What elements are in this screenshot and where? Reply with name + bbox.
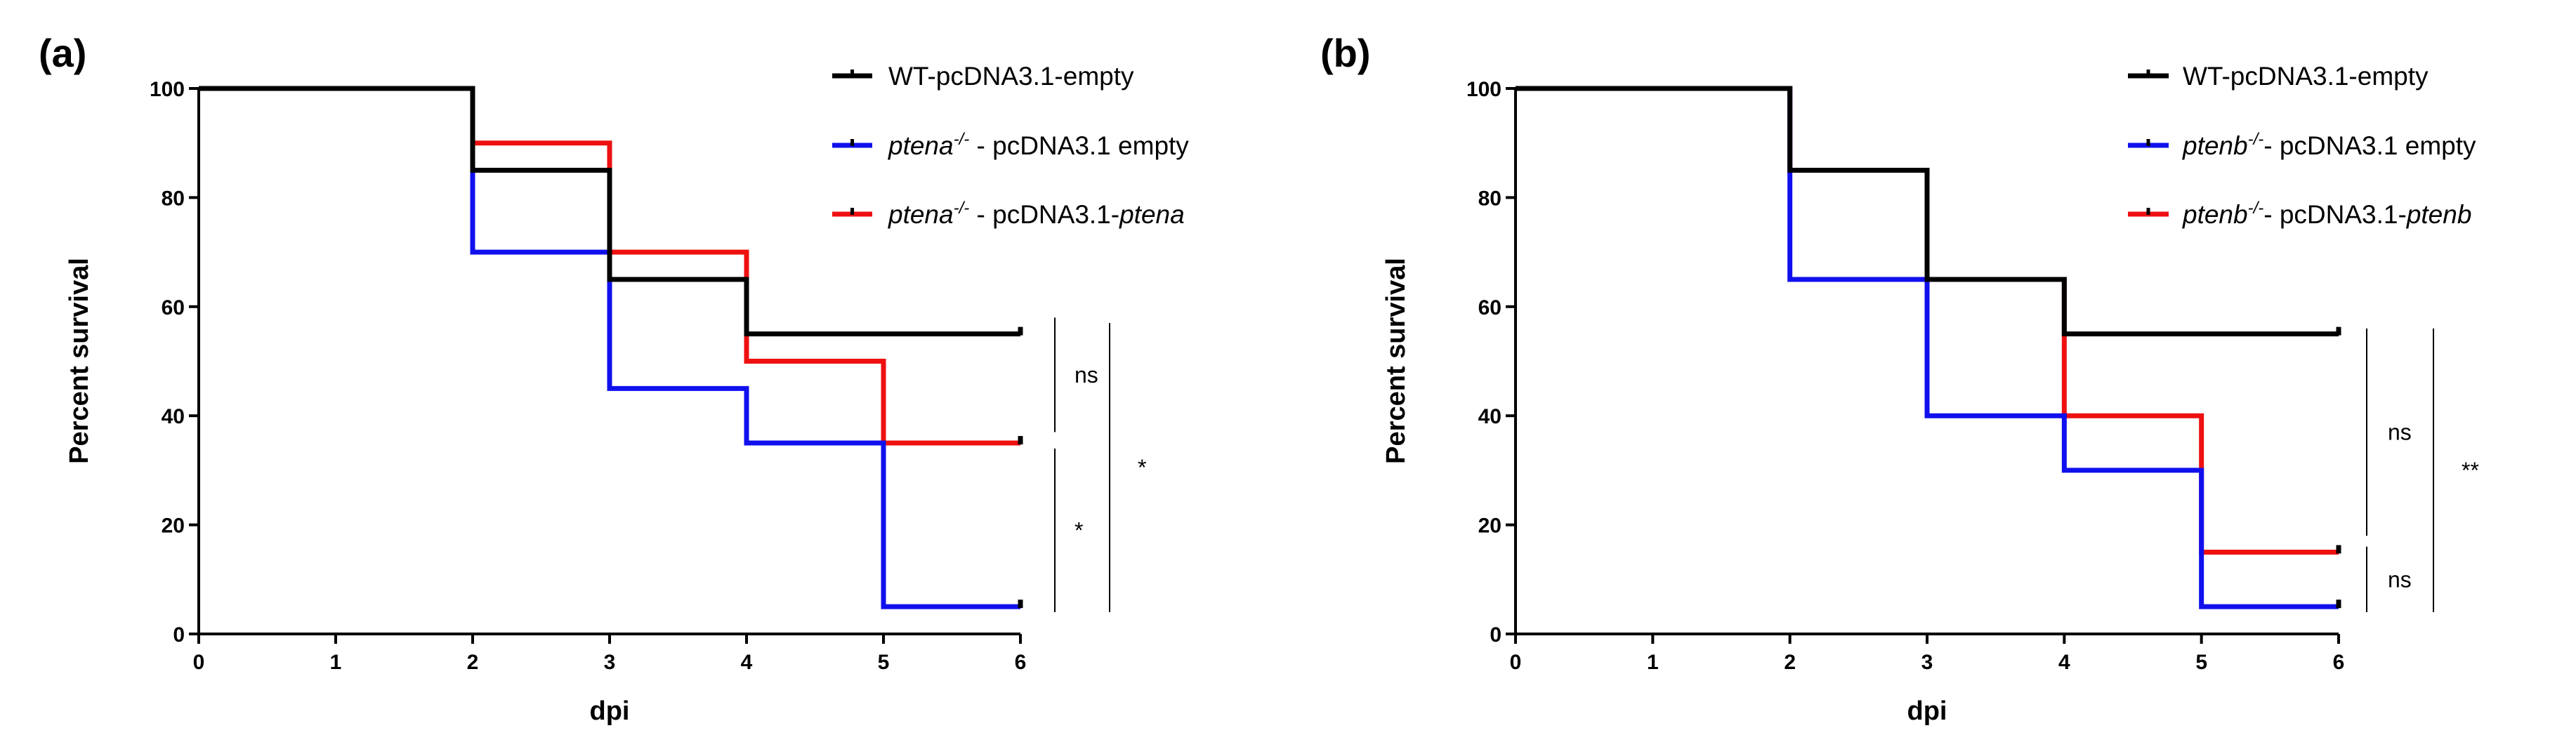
y-tick-label: 0 — [173, 623, 185, 647]
legend-label: ptena-/- - pcDNA3.1-ptena — [888, 199, 1185, 229]
legend-label: WT-pcDNA3.1-empty — [888, 62, 1134, 91]
legend-gene: ptena — [888, 200, 954, 229]
y-tick-label: 40 — [1478, 405, 1501, 428]
series-line — [199, 86, 1020, 337]
legend-text-part: - pcDNA3.1- — [969, 200, 1119, 229]
series-0 — [199, 86, 1023, 337]
legend-label: ptenb-/-- pcDNA3.1-ptenb — [2182, 199, 2471, 229]
x-tick-label: 2 — [467, 651, 479, 674]
significance-label: * — [1138, 455, 1146, 480]
legend-text-part: - pcDNA3.1- — [2263, 200, 2407, 229]
y-tick-label: 60 — [1478, 296, 1501, 319]
legend-gene: ptenb — [2406, 200, 2472, 229]
x-tick-label: 4 — [2058, 651, 2070, 674]
significance-bracket: ns — [2366, 328, 2412, 536]
legend-text-part: WT-pcDNA3.1-empty — [2183, 62, 2429, 91]
y-tick-label: 20 — [1478, 515, 1501, 538]
legend-item: WT-pcDNA3.1-empty — [2128, 62, 2429, 91]
x-tick-label: 5 — [2195, 651, 2207, 674]
legend-superscript: -/- — [2248, 130, 2264, 149]
legend-gene: ptenb — [2182, 131, 2248, 160]
panel-label: (b) — [1320, 31, 1371, 75]
y-tick-label: 80 — [162, 187, 185, 210]
y-tick-label: 20 — [162, 515, 185, 538]
legend-text-part: - pcDNA3.1 empty — [969, 131, 1189, 160]
x-tick-label: 4 — [741, 651, 753, 674]
panel-a: (a) 0 20 40 60 80 100 0 1 2 3 4 5 6 dpi Percent surviva… — [39, 31, 1189, 726]
x-tick-label: 1 — [330, 651, 342, 674]
significance-label: ns — [2388, 420, 2412, 445]
y-tick-label: 100 — [150, 78, 185, 101]
significance-label: ** — [2462, 458, 2479, 483]
series-1 — [1516, 86, 2341, 609]
x-tick-label: 2 — [1784, 651, 1796, 674]
legend-gene: ptena — [888, 131, 954, 160]
significance-bracket: * — [1109, 323, 1146, 612]
y-axis-label: Percent survival — [1381, 258, 1411, 464]
y-tick-label: 60 — [162, 296, 185, 319]
y-tick-label: 100 — [1466, 78, 1501, 101]
x-tick-label: 6 — [1015, 651, 1027, 674]
panel-label: (a) — [39, 31, 86, 75]
significance-label: ns — [1075, 362, 1098, 388]
legend-label: WT-pcDNA3.1-empty — [2183, 62, 2429, 91]
x-tick-label: 0 — [193, 651, 205, 674]
x-tick-label: 3 — [604, 651, 616, 674]
x-tick-label: 3 — [1921, 651, 1933, 674]
legend-superscript: -/- — [2248, 199, 2264, 218]
x-tick-label: 0 — [1510, 651, 1522, 674]
significance-bracket: * — [1054, 448, 1083, 612]
x-axis-label: dpi — [1907, 696, 1947, 726]
significance-bracket: ** — [2433, 328, 2479, 612]
y-axis-label: Percent survival — [65, 258, 94, 464]
panel-b: (b) 0 20 40 60 80 100 0 1 2 3 4 5 6 dpi Percent surviva… — [1320, 31, 2479, 726]
significance-label: ns — [2388, 567, 2412, 592]
y-tick-label: 0 — [1490, 623, 1501, 647]
x-tick-label: 1 — [1647, 651, 1659, 674]
legend-item: ptena-/- - pcDNA3.1-ptena — [832, 199, 1185, 229]
x-tick-label: 6 — [2333, 651, 2345, 674]
significance-bracket: ns — [2366, 546, 2412, 612]
legend-text-part: WT-pcDNA3.1-empty — [888, 62, 1134, 91]
legend-superscript: -/- — [954, 130, 970, 149]
legend-gene: ptenb — [2182, 200, 2248, 229]
series-0 — [1516, 86, 2341, 337]
legend-item: WT-pcDNA3.1-empty — [832, 62, 1134, 91]
legend-item: ptena-/- - pcDNA3.1 empty — [832, 130, 1189, 160]
legend-item: ptenb-/-- pcDNA3.1-ptenb — [2128, 199, 2471, 229]
y-tick-label: 80 — [1478, 187, 1501, 210]
series-line — [1516, 86, 2339, 337]
legend-gene: ptena — [1119, 200, 1185, 229]
series-line — [1516, 86, 2339, 609]
x-axis-label: dpi — [590, 696, 630, 726]
legend-label: ptena-/- - pcDNA3.1 empty — [888, 130, 1189, 160]
legend-label: ptenb-/-- pcDNA3.1 empty — [2182, 130, 2476, 160]
significance-bracket: ns — [1054, 317, 1098, 432]
x-tick-label: 5 — [878, 651, 890, 674]
legend-item: ptenb-/-- pcDNA3.1 empty — [2128, 130, 2476, 160]
legend-superscript: -/- — [954, 199, 970, 218]
y-tick-label: 40 — [162, 405, 185, 428]
significance-label: * — [1075, 517, 1083, 543]
legend-text-part: - pcDNA3.1 empty — [2263, 131, 2476, 160]
